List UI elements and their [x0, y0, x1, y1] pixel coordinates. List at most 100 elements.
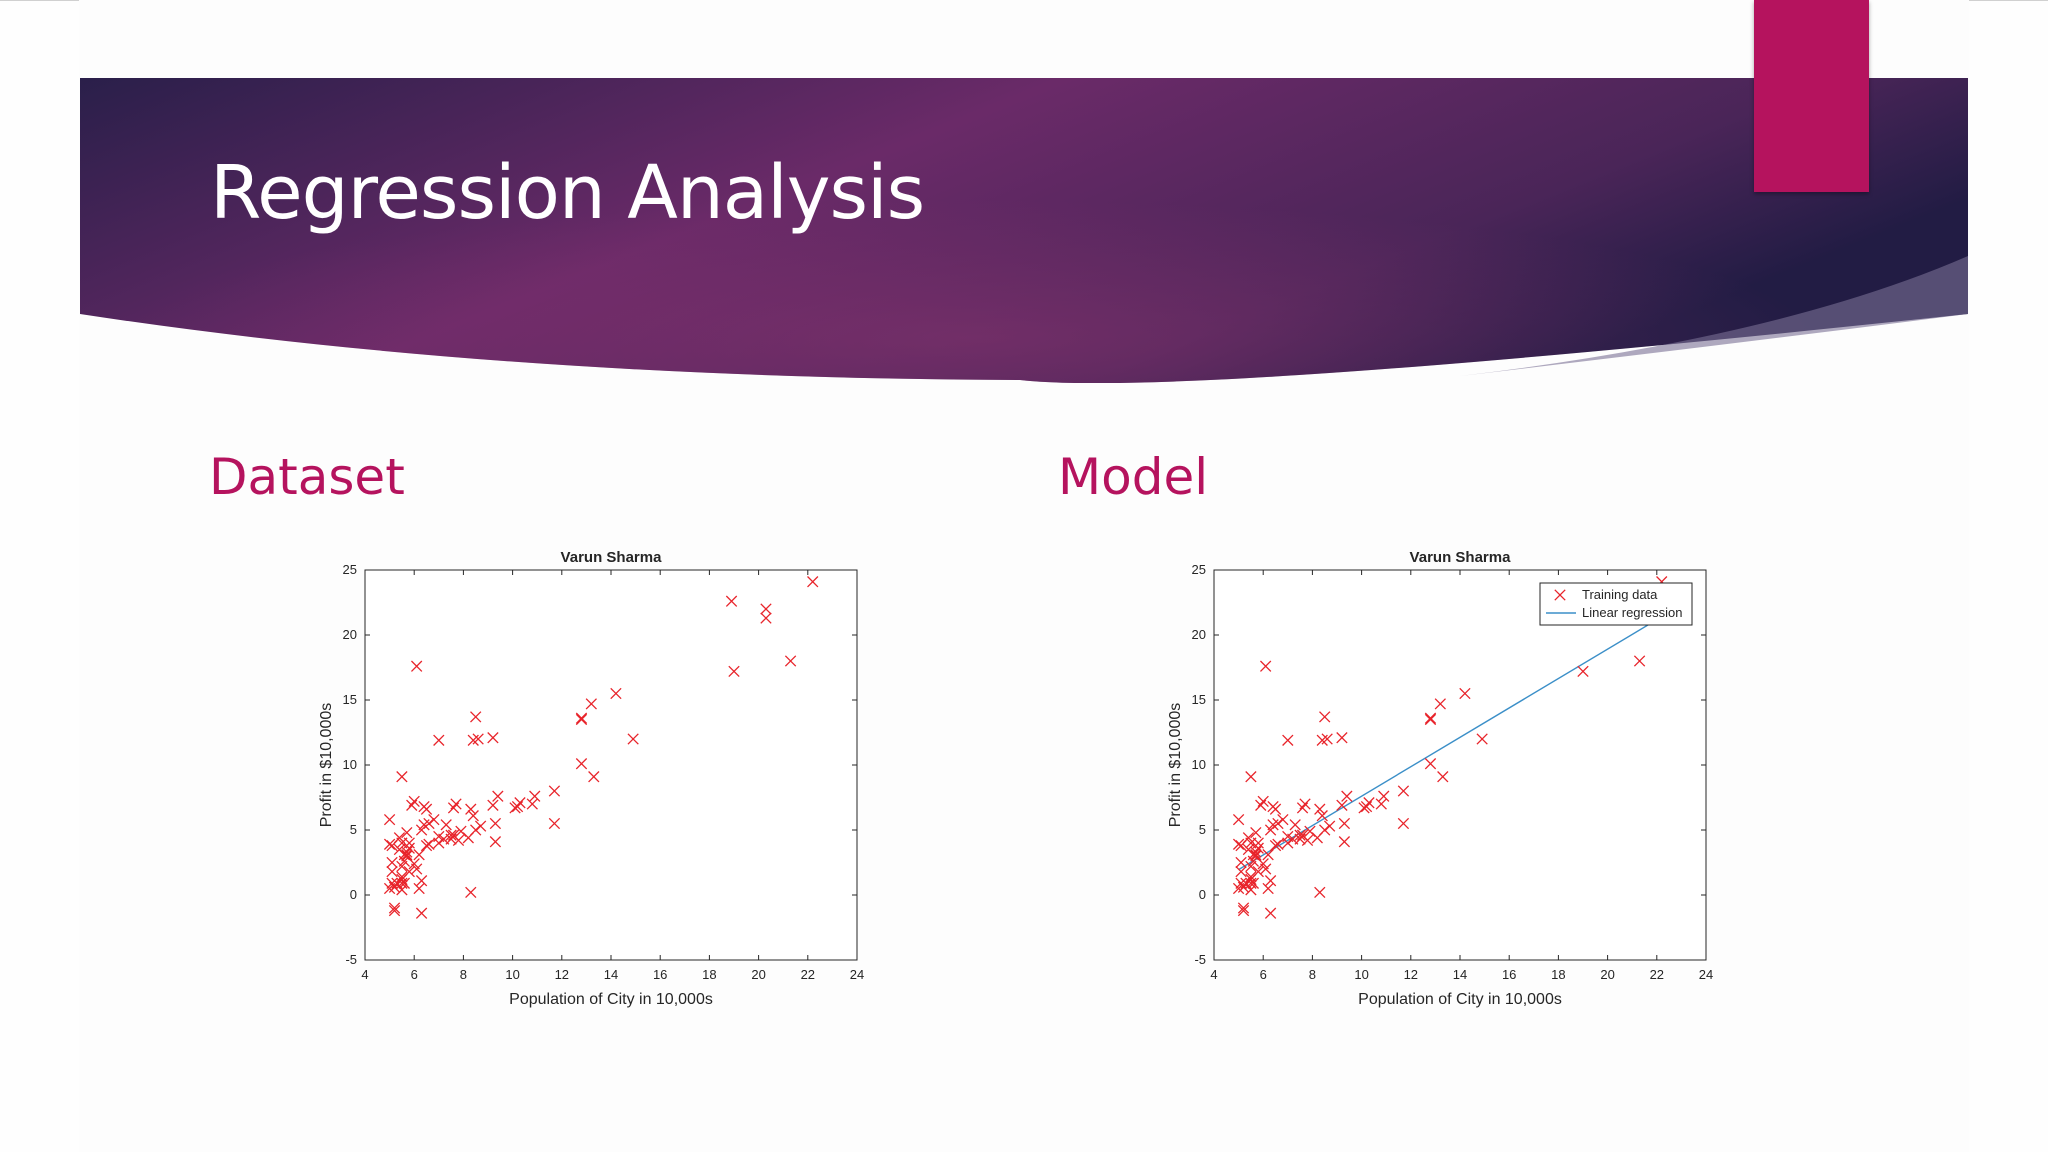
data-point-marker — [465, 803, 477, 815]
data-point-marker — [725, 595, 738, 607]
data-point-marker — [1378, 790, 1390, 802]
data-point-marker — [1294, 829, 1306, 841]
model-heading: Model — [1058, 448, 1209, 506]
x-tick-label: 10 — [505, 967, 519, 982]
legend-label-training: Training data — [1582, 587, 1658, 602]
data-point-marker — [585, 698, 597, 710]
data-point-marker — [1257, 858, 1269, 870]
data-point-marker — [1282, 734, 1294, 746]
data-point-marker — [398, 855, 411, 867]
data-point-marker — [511, 800, 524, 813]
y-tick-label: 0 — [1199, 887, 1206, 902]
data-point-marker — [1237, 904, 1250, 917]
y-tick-label: 5 — [350, 822, 357, 837]
data-point-marker — [1264, 875, 1277, 887]
data-point-marker — [760, 603, 772, 615]
data-point-marker — [489, 836, 502, 848]
legend-label-regression: Linear regression — [1582, 605, 1682, 620]
data-point-marker — [396, 877, 408, 889]
data-point-marker — [1338, 836, 1351, 848]
data-point-marker — [548, 817, 561, 830]
data-point-marker — [411, 660, 423, 672]
data-point-marker — [575, 712, 588, 724]
x-tick-label: 20 — [751, 967, 765, 982]
data-point-marker — [489, 817, 502, 830]
data-point-marker — [1397, 785, 1410, 797]
y-tick-label: -5 — [1194, 952, 1206, 967]
data-point-marker — [575, 713, 588, 726]
x-tick-label: 12 — [1404, 967, 1418, 982]
data-point-marker — [433, 830, 445, 843]
data-point-marker — [1252, 842, 1264, 854]
data-point-marker — [1250, 849, 1262, 861]
data-point-marker — [386, 856, 398, 869]
data-point-marker — [1323, 820, 1336, 832]
data-point-marker — [1476, 733, 1488, 745]
chart-legend: Training data Linear regression — [1539, 582, 1693, 626]
data-point-marker — [1434, 698, 1446, 710]
y-tick-label: 10 — [1192, 757, 1206, 772]
data-point-marker — [784, 655, 797, 667]
x-tick-label: 10 — [1354, 967, 1368, 982]
data-point-marker — [1316, 810, 1328, 822]
plot-area — [364, 569, 858, 961]
data-point-marker — [403, 842, 415, 854]
data-point-marker — [1237, 902, 1250, 914]
y-tick-label: 20 — [1192, 627, 1206, 642]
data-point-marker — [1257, 795, 1269, 808]
data-point-marker — [1247, 877, 1260, 889]
data-point-marker — [403, 865, 415, 878]
x-tick-label: 22 — [801, 967, 815, 982]
data-point-marker — [1360, 800, 1373, 813]
chart-title: Varun Sharma — [561, 549, 663, 566]
data-point-marker — [428, 813, 440, 826]
data-point-marker — [1336, 732, 1348, 744]
data-point-marker — [1314, 886, 1326, 899]
data-point-marker — [433, 734, 445, 746]
data-point-marker — [415, 907, 428, 919]
x-tick-label: 20 — [1600, 967, 1614, 982]
data-point-marker — [418, 800, 430, 813]
x-tick-label: 8 — [1309, 967, 1316, 982]
data-point-marker — [470, 711, 482, 723]
data-point-marker — [1250, 826, 1262, 839]
data-point-marker — [1245, 877, 1257, 889]
data-point-marker — [1633, 655, 1646, 667]
data-point-marker — [415, 875, 428, 887]
data-point-marker — [474, 820, 487, 832]
x-tick-label: 4 — [1210, 967, 1217, 982]
accent-tab — [1754, 0, 1869, 192]
y-tick-label: -5 — [345, 952, 357, 967]
x-tick-label: 6 — [1260, 967, 1267, 982]
dataset-scatter-chart: Varun Sharma 4 6 8 10 12 14 16 18 20 22 24 -5 0 5 10 15 2… — [318, 549, 864, 1008]
x-tick-label: 18 — [702, 967, 716, 982]
x-tick-label: 8 — [460, 967, 467, 982]
data-point-marker — [393, 843, 406, 856]
data-point-marker — [450, 798, 462, 810]
data-point-marker — [1232, 838, 1245, 850]
x-tick-label: 24 — [850, 967, 864, 982]
x-tick-label: 4 — [361, 967, 368, 982]
data-point-marker — [1459, 687, 1471, 700]
data-point-marker — [440, 819, 452, 831]
data-point-marker — [472, 733, 484, 745]
data-point-marker — [1338, 817, 1351, 830]
slide-title: Regression Analysis — [210, 150, 925, 236]
data-point-marker — [760, 612, 772, 624]
data-point-marker — [627, 733, 639, 745]
y-tick-label: 10 — [343, 757, 357, 772]
data-point-marker — [401, 826, 413, 839]
data-point-marker — [1311, 832, 1323, 844]
data-point-marker — [1242, 843, 1255, 856]
data-point-marker — [588, 771, 600, 783]
data-point-marker — [1321, 733, 1333, 745]
data-point-marker — [487, 799, 499, 811]
data-point-marker — [413, 849, 425, 861]
data-point-marker — [1424, 712, 1437, 724]
data-point-marker — [383, 838, 396, 850]
data-point-marker — [1437, 771, 1449, 783]
data-point-marker — [610, 687, 622, 700]
y-tick-label: 25 — [343, 562, 357, 577]
data-point-marker — [445, 829, 457, 841]
data-point-marker — [1277, 813, 1289, 826]
